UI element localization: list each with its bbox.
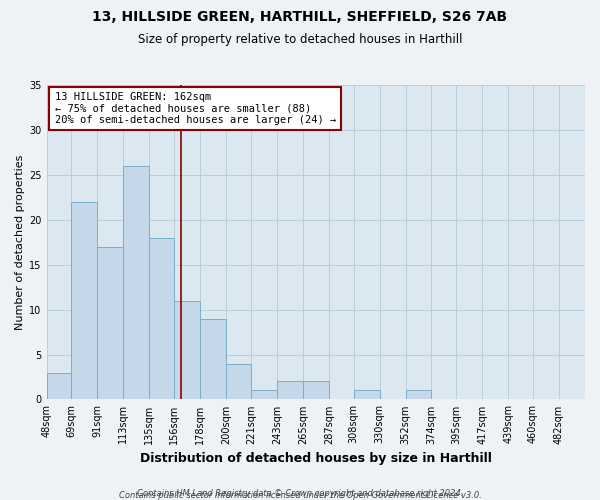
Bar bbox=[406, 390, 431, 400]
X-axis label: Distribution of detached houses by size in Harthill: Distribution of detached houses by size … bbox=[140, 452, 492, 465]
Text: Contains public sector information licensed under the Open Government Licence v3: Contains public sector information licen… bbox=[119, 491, 481, 500]
Bar bbox=[149, 238, 174, 400]
Text: Contains HM Land Registry data © Crown copyright and database right 2024.: Contains HM Land Registry data © Crown c… bbox=[137, 488, 463, 498]
Bar bbox=[277, 382, 303, 400]
Text: 13 HILLSIDE GREEN: 162sqm
← 75% of detached houses are smaller (88)
20% of semi-: 13 HILLSIDE GREEN: 162sqm ← 75% of detac… bbox=[55, 92, 336, 125]
Bar bbox=[353, 390, 380, 400]
Y-axis label: Number of detached properties: Number of detached properties bbox=[15, 155, 25, 330]
Bar bbox=[71, 202, 97, 400]
Bar bbox=[123, 166, 149, 400]
Bar bbox=[200, 318, 226, 400]
Bar bbox=[97, 247, 123, 400]
Bar bbox=[303, 382, 329, 400]
Bar bbox=[251, 390, 277, 400]
Bar bbox=[226, 364, 251, 400]
Text: 13, HILLSIDE GREEN, HARTHILL, SHEFFIELD, S26 7AB: 13, HILLSIDE GREEN, HARTHILL, SHEFFIELD,… bbox=[92, 10, 508, 24]
Bar bbox=[174, 301, 200, 400]
Bar bbox=[47, 372, 71, 400]
Text: Size of property relative to detached houses in Harthill: Size of property relative to detached ho… bbox=[138, 32, 462, 46]
